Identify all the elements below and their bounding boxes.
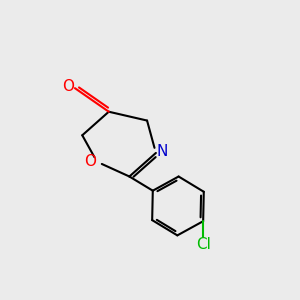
Text: O: O bbox=[62, 79, 74, 94]
Text: O: O bbox=[85, 154, 97, 169]
Text: N: N bbox=[157, 144, 168, 159]
Text: Cl: Cl bbox=[196, 237, 211, 252]
